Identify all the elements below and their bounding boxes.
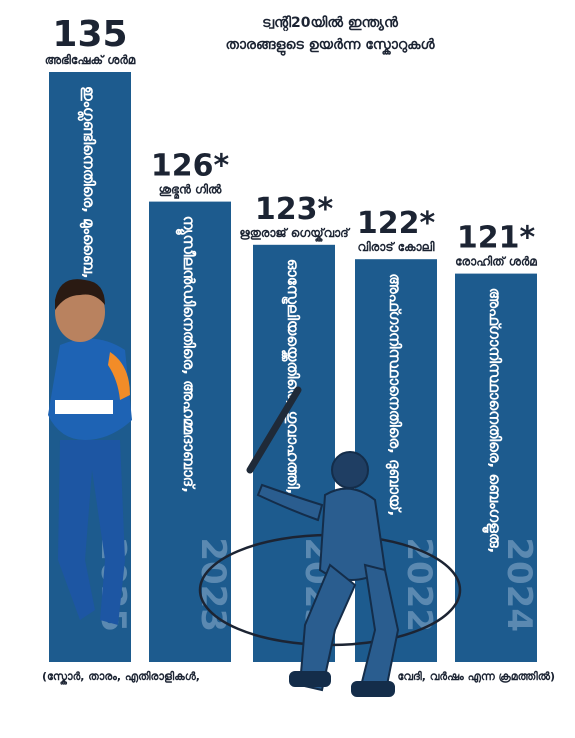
player-name-4: രോഹിത് ശർമ: [455, 255, 537, 269]
player-name-3: വിരാട് കോലി: [358, 240, 435, 254]
player-name-1: ശുഭ്മൻ ഗിൽ: [159, 183, 222, 199]
value-label-3: 122*: [357, 206, 436, 241]
opponent-label-2: ഓസ്ട്രേലിയയ്ക്കെതിരെ, ഗുവാഹത്തി,: [281, 259, 302, 495]
year-label-1: 2023: [193, 537, 233, 632]
value-label-0: 135: [52, 14, 127, 55]
chart-title-line-1: ട്വന്റി20യിൽ ഇന്ത്യൻ: [262, 15, 399, 32]
bar-1: [149, 201, 231, 662]
year-label-4: 2024: [499, 537, 539, 632]
value-label-2: 123*: [255, 192, 334, 227]
year-label-3: 2022: [399, 537, 439, 632]
opponent-label-1: ന്യൂസീലൻഡിനെതിരെ, അഹമ്മദാബാദ്,: [174, 216, 198, 493]
value-label-1: 126*: [151, 149, 230, 184]
footer-left: (സ്കോർ, താരം, എതിരാളികൾ,: [42, 670, 200, 685]
bar-4: [455, 273, 537, 662]
batsman-illustration-icon: [198, 386, 462, 697]
value-label-4: 121*: [457, 221, 536, 256]
opponent-label-4: അഫ്ഗാനിസ്ഥാനെതിരെ, ബെംഗളൂരു,: [481, 288, 504, 554]
player-illustration-icon: [48, 279, 132, 625]
opponent-label-3: അഫ്ഗാനിസ്ഥാനെതിരെ, ദുബായ്,: [384, 273, 404, 516]
opponent-label-0: ഇംഗ്ലണ്ടിനെതിരെ, മുംബൈ,: [77, 86, 98, 279]
footer-right: വേദി, വർഷം എന്ന ക്രമത്തിൽ): [397, 670, 555, 683]
player-name-0: അഭിഷേക് ശർമ: [45, 53, 136, 67]
chart-title-line-2: താരങ്ങളുടെ ഉയർന്ന സ്കോറുകൾ: [225, 37, 435, 56]
player-name-2: ഋതുരാജ് ഗെയ്ക്‌വാദ്: [239, 226, 350, 242]
